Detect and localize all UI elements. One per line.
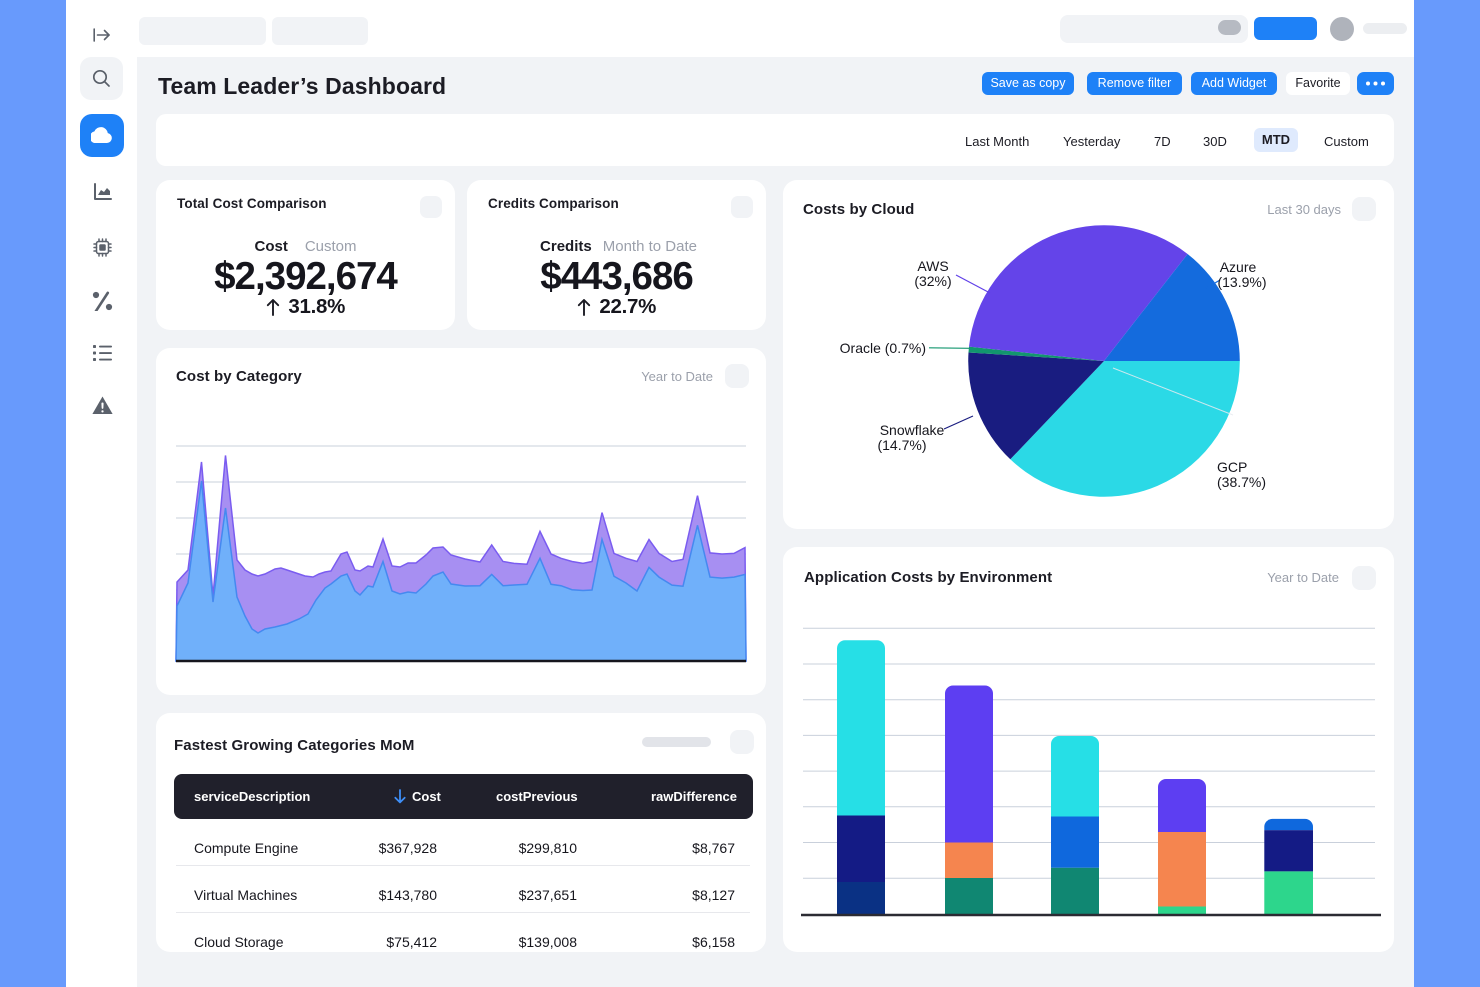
svg-text:GCP: GCP — [1217, 459, 1247, 475]
svg-text:(14.7%): (14.7%) — [877, 437, 926, 453]
svg-text:Azure: Azure — [1220, 259, 1257, 275]
svg-text:Snowflake: Snowflake — [880, 422, 945, 438]
svg-text:Oracle (0.7%): Oracle (0.7%) — [840, 340, 926, 356]
svg-text:(32%): (32%) — [914, 273, 951, 289]
svg-text:(13.9%): (13.9%) — [1217, 274, 1266, 290]
svg-text:AWS: AWS — [917, 258, 948, 274]
svg-text:(38.7%): (38.7%) — [1217, 474, 1266, 490]
